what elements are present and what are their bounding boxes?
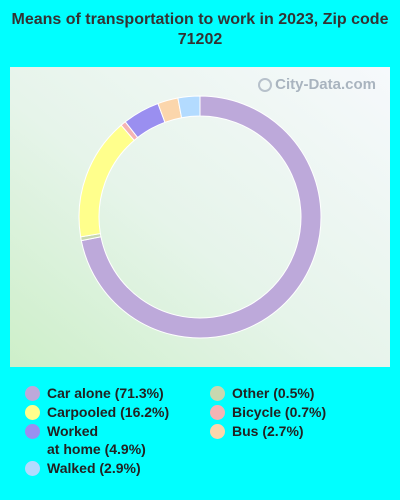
- legend-item: Car alone (71.3%): [25, 384, 164, 402]
- legend-swatch: [25, 461, 40, 476]
- legend-swatch: [25, 405, 40, 420]
- donut-slice-2: [78, 124, 135, 238]
- legend-item: Other (0.5%): [210, 384, 314, 402]
- legend-label: Bus (2.7%): [232, 423, 304, 439]
- donut-slice-0: [80, 95, 322, 339]
- legend-swatch: [210, 424, 225, 439]
- legend-item: Bicycle (0.7%): [210, 403, 326, 421]
- donut-chart: [78, 95, 322, 339]
- legend-swatch: [25, 386, 40, 401]
- legend-label: Worked at home (4.9%): [47, 423, 146, 457]
- legend-swatch: [210, 405, 225, 420]
- legend-label: Carpooled (16.2%): [47, 404, 170, 420]
- legend-swatch: [25, 424, 40, 439]
- legend-label: Other (0.5%): [232, 385, 315, 401]
- watermark: City-Data.com: [258, 76, 376, 93]
- magnifier-icon: [258, 77, 273, 92]
- legend-item: Carpooled (16.2%): [25, 403, 169, 421]
- chart-panel: City-Data.com: [10, 67, 390, 367]
- donut-slice-6: [177, 95, 201, 119]
- legend-item: Bus (2.7%): [210, 422, 304, 440]
- legend-swatch: [210, 386, 225, 401]
- chart-title: Means of transportation to work in 2023,…: [11, 11, 389, 48]
- legend-label: Bicycle (0.7%): [232, 404, 327, 420]
- legend-label: Car alone (71.3%): [47, 385, 164, 401]
- watermark-text: City-Data.com: [275, 76, 376, 93]
- legend-item: Worked at home (4.9%): [25, 422, 146, 458]
- legend-label: Walked (2.9%): [47, 460, 141, 476]
- legend-item: Walked (2.9%): [25, 459, 141, 477]
